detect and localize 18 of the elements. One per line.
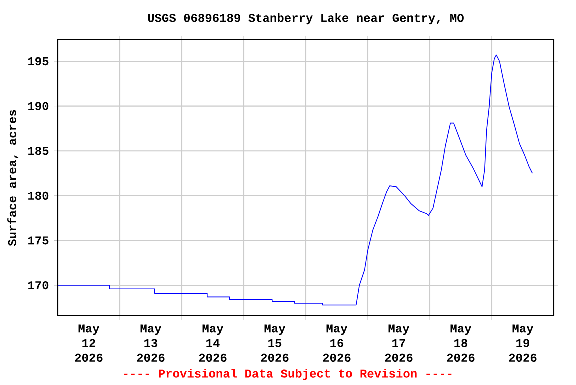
chart-title: USGS 06896189 Stanberry Lake near Gentry, MO <box>148 14 464 25</box>
x-tick-label: May 14 2026 <box>199 324 227 362</box>
y-tick-label: 195 <box>28 58 49 66</box>
x-tick-label: May 19 2026 <box>509 324 537 362</box>
y-tick-label: 185 <box>28 147 49 156</box>
y-tick-label: 175 <box>28 236 49 245</box>
text: ---- Provisional Data Subject to Revision ---- <box>124 369 452 380</box>
x-tick-label: May 12 2026 <box>75 324 103 362</box>
x-tick-label: May 18 2026 <box>447 324 475 362</box>
line-series <box>58 54 534 306</box>
y-tick-label: 170 <box>28 282 49 290</box>
y-tick-label: 190 <box>28 102 49 111</box>
y-axis-title: Surface area, acres <box>8 110 19 246</box>
x-tick-label: May 17 2026 <box>385 324 413 362</box>
x-tick-label: May 13 2026 <box>137 324 165 362</box>
y-tick-label: 180 <box>28 192 49 200</box>
x-tick-label: May 16 2026 <box>323 324 351 362</box>
x-tick-label: May 15 2026 <box>261 324 289 362</box>
